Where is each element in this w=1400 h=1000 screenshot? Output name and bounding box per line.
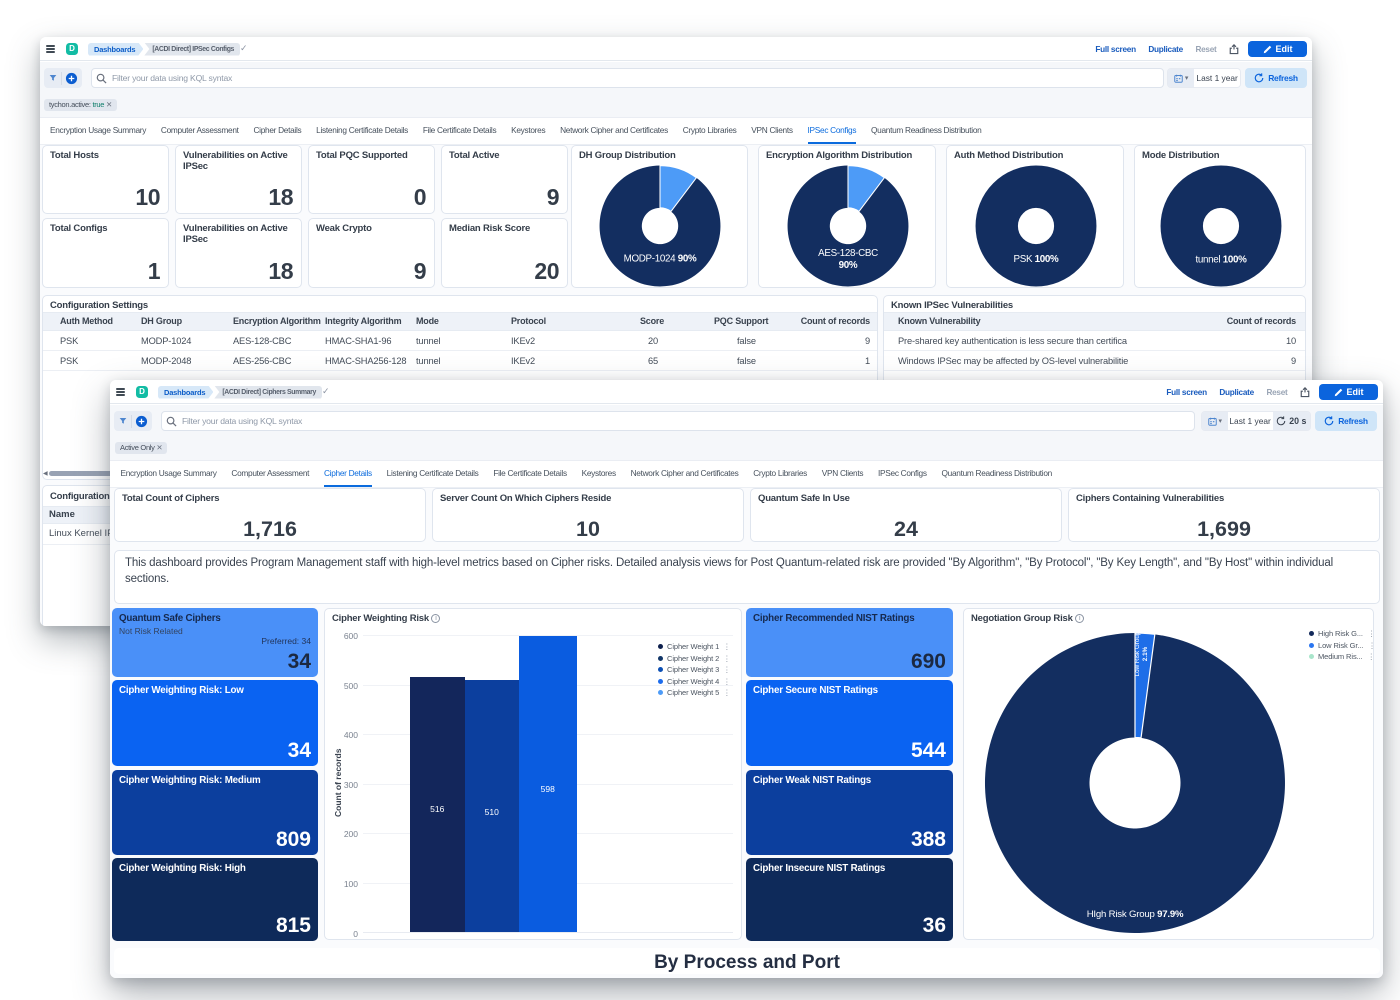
svg-text:Low Risk Group: Low Risk Group <box>1134 631 1141 676</box>
svg-text:90%: 90% <box>839 260 858 271</box>
svg-text:MODP-1024 90%: MODP-1024 90% <box>624 254 697 265</box>
svg-text:HIgh Risk Group 97.9%: HIgh Risk Group 97.9% <box>1087 909 1184 920</box>
svg-text:PSK 100%: PSK 100% <box>1014 254 1060 265</box>
svg-text:2.1%: 2.1% <box>1142 646 1149 661</box>
svg-text:AES-128-CBC: AES-128-CBC <box>818 248 878 259</box>
svg-text:tunnel 100%: tunnel 100% <box>1195 255 1247 266</box>
